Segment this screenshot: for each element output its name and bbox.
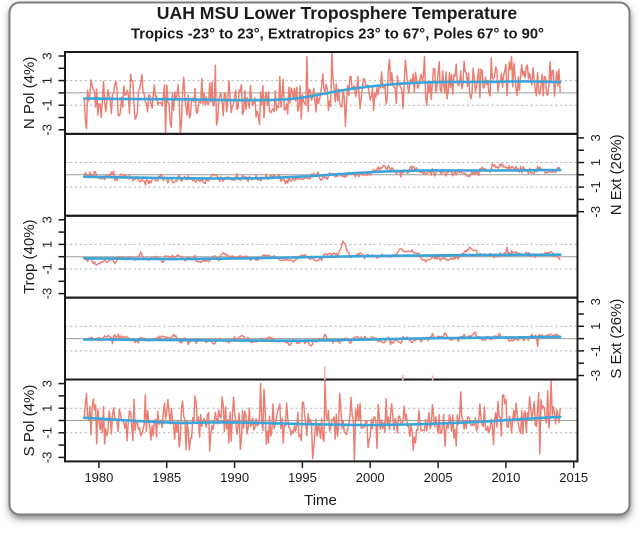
- svg-text:1995: 1995: [288, 470, 317, 485]
- svg-text:3: 3: [39, 52, 54, 59]
- svg-text:-3: -3: [588, 370, 603, 382]
- svg-text:S Ext (26%): S Ext (26%): [608, 299, 625, 379]
- svg-text:UAH MSU Lower Troposphere Temp: UAH MSU Lower Troposphere Temperature: [157, 3, 518, 23]
- svg-text:-1: -1: [39, 99, 54, 111]
- svg-text:1: 1: [39, 405, 54, 412]
- svg-text:1: 1: [588, 159, 603, 166]
- svg-text:-3: -3: [39, 288, 54, 300]
- svg-text:N Ext (26%): N Ext (26%): [608, 134, 625, 215]
- svg-text:3: 3: [588, 298, 603, 305]
- svg-text:2005: 2005: [424, 470, 453, 485]
- svg-text:S Pol (4%): S Pol (4%): [21, 385, 38, 457]
- svg-text:1: 1: [39, 241, 54, 248]
- svg-text:2000: 2000: [356, 470, 385, 485]
- svg-text:3: 3: [39, 380, 54, 387]
- svg-text:3: 3: [588, 134, 603, 141]
- svg-text:Time: Time: [304, 492, 337, 509]
- svg-text:N Pol (4%): N Pol (4%): [21, 57, 38, 130]
- svg-text:1980: 1980: [84, 470, 113, 485]
- svg-text:2015: 2015: [559, 470, 588, 485]
- svg-text:-3: -3: [39, 452, 54, 464]
- svg-text:-3: -3: [39, 124, 54, 136]
- svg-text:-1: -1: [39, 427, 54, 439]
- svg-text:Tropics -23° to 23°, Extratrop: Tropics -23° to 23°, Extratropics 23° to…: [131, 26, 544, 42]
- svg-text:2010: 2010: [491, 470, 520, 485]
- svg-text:1990: 1990: [220, 470, 249, 485]
- svg-text:1: 1: [39, 77, 54, 84]
- svg-text:1985: 1985: [152, 470, 181, 485]
- svg-text:1: 1: [588, 323, 603, 330]
- svg-text:-1: -1: [588, 345, 603, 357]
- svg-text:Trop (40%): Trop (40%): [21, 219, 38, 293]
- svg-text:-1: -1: [39, 263, 54, 275]
- svg-text:-1: -1: [588, 181, 603, 193]
- svg-text:3: 3: [39, 216, 54, 223]
- svg-text:-3: -3: [588, 206, 603, 218]
